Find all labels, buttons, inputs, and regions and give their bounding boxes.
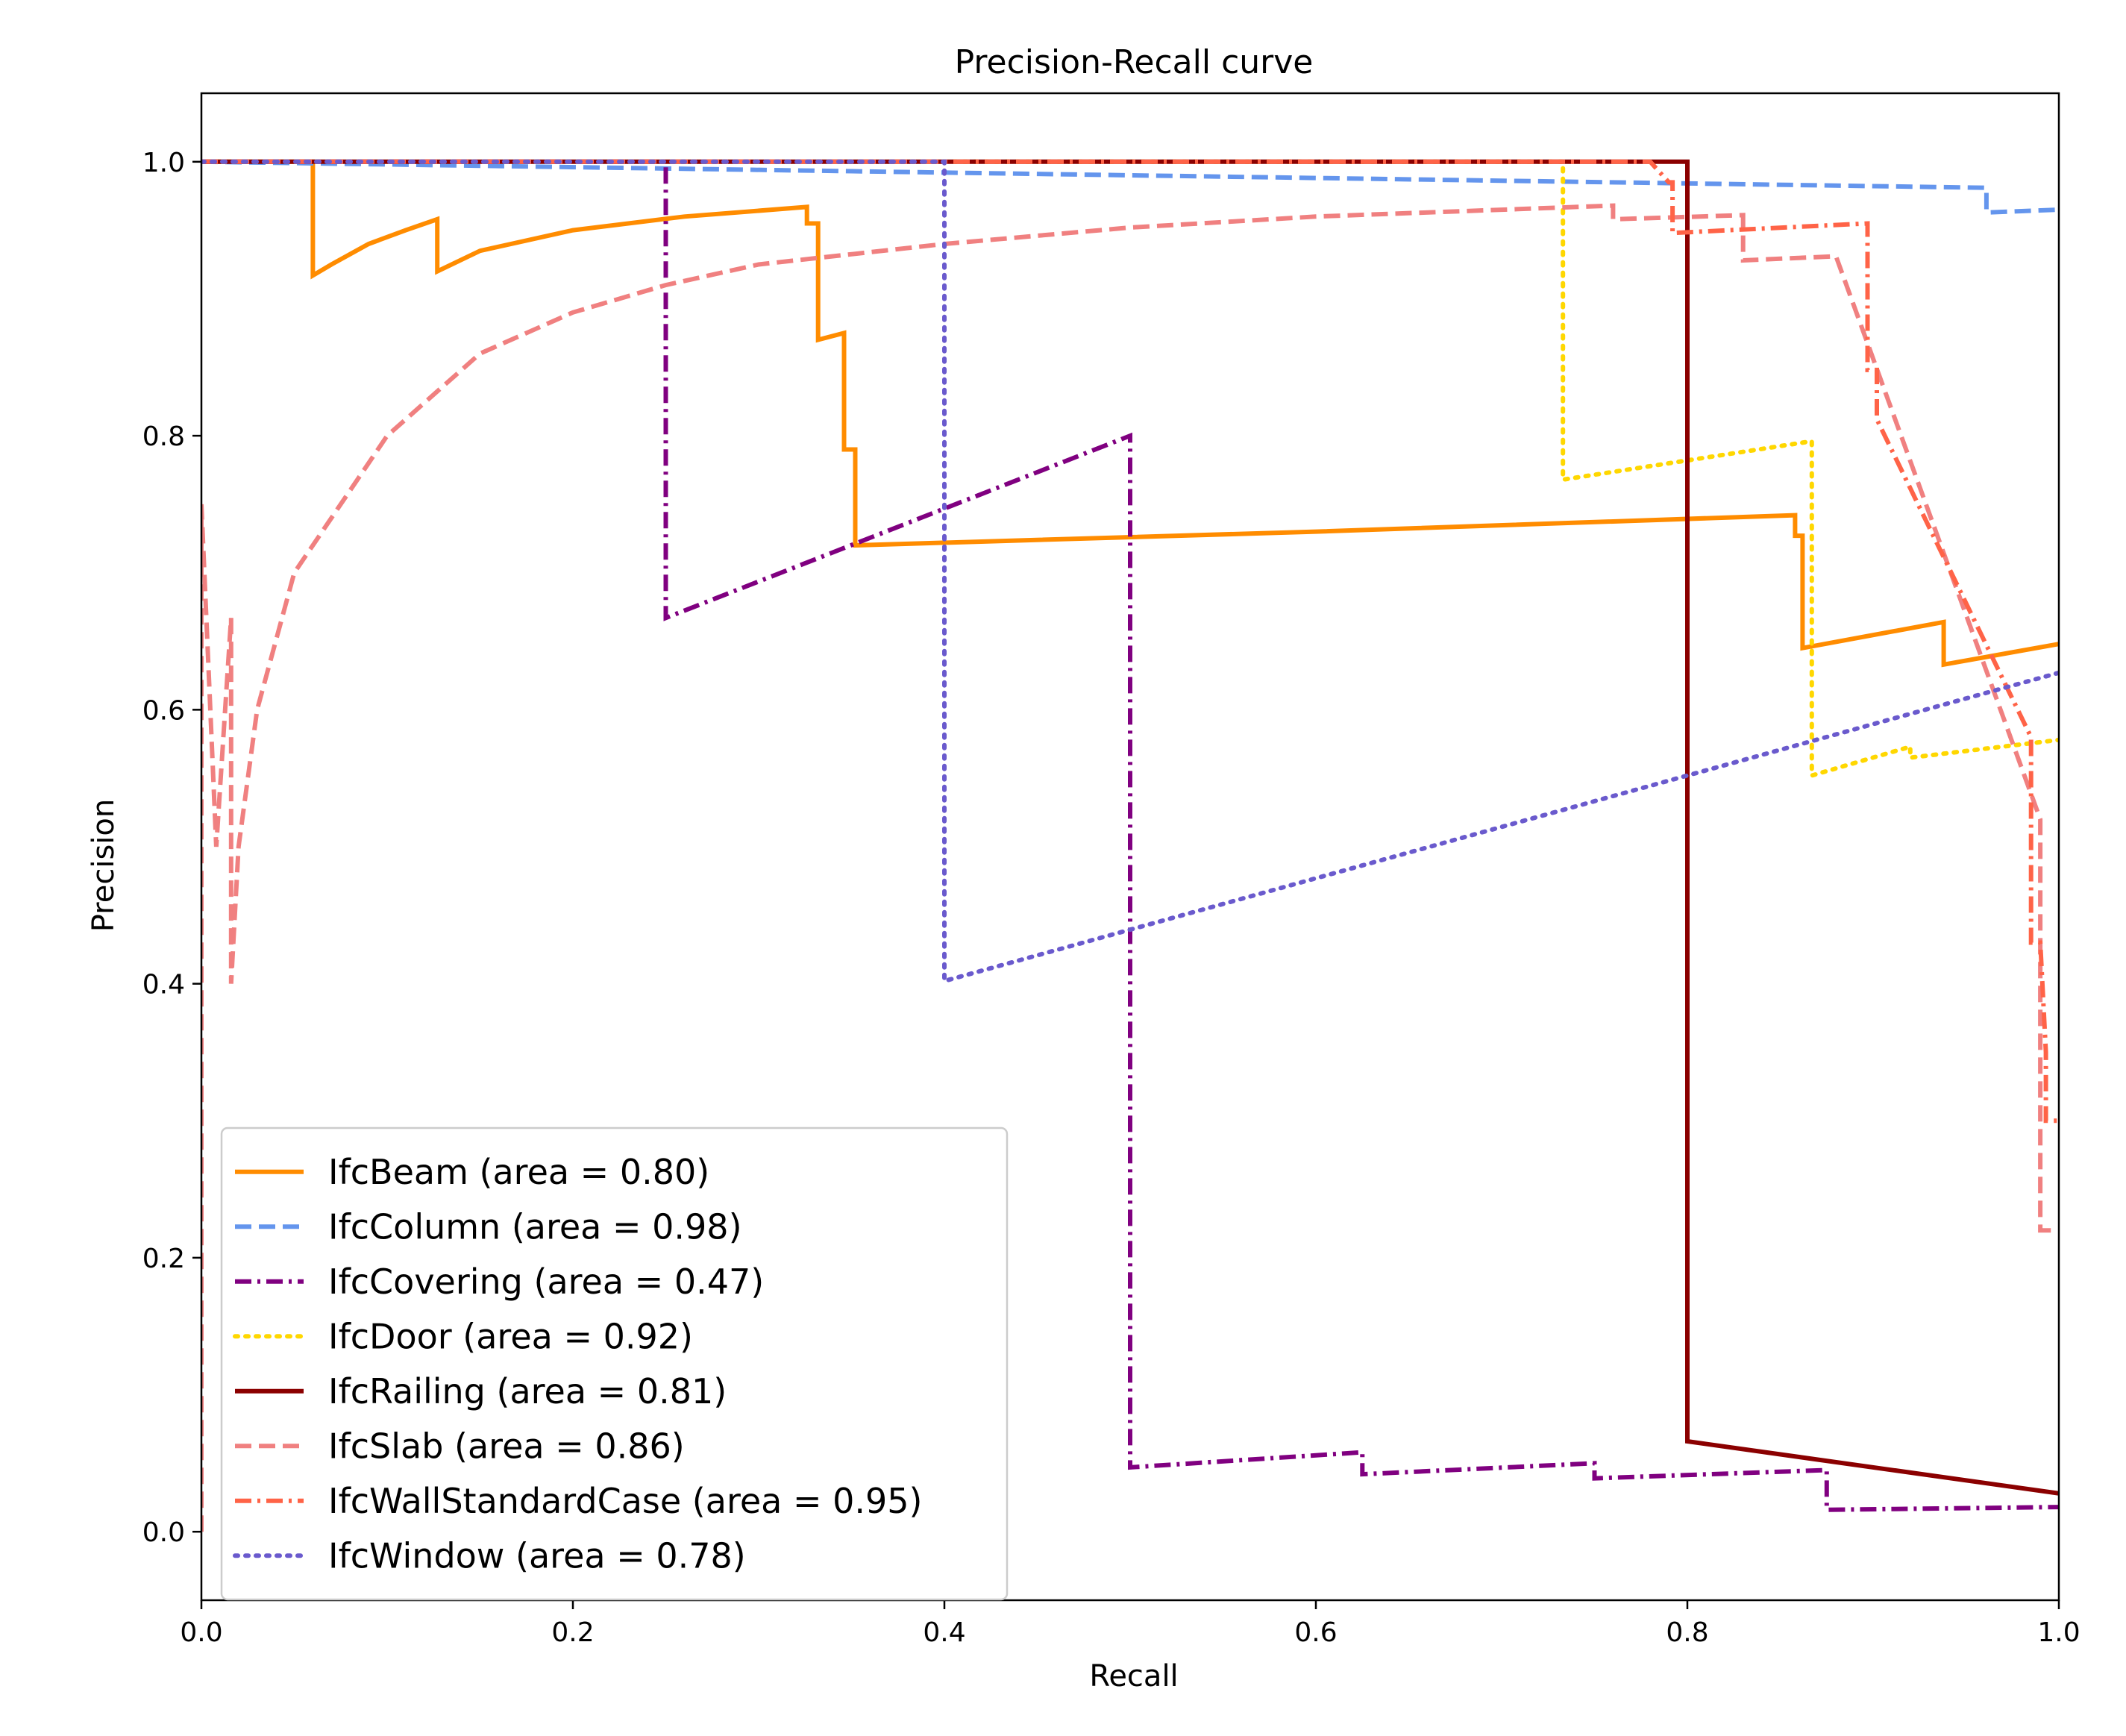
series-line-0 (201, 159, 2059, 668)
x-axis-label: Recall (1089, 1659, 1178, 1693)
legend-label: IfcWallStandardCase (area = 0.95) (328, 1481, 923, 1521)
chart-title: Precision-Recall curve (955, 43, 1314, 81)
plot-area (201, 159, 2059, 1532)
plot-frame (200, 92, 2060, 1602)
y-axis-label: Precision (87, 799, 121, 932)
x-tick-label: 0.4 (923, 1617, 965, 1648)
x-tick-label: 0.8 (1666, 1617, 1708, 1648)
legend-label: IfcCovering (area = 0.47) (328, 1262, 764, 1302)
y-tick-label: 0.4 (142, 970, 185, 1000)
legend-label: IfcColumn (area = 0.98) (328, 1206, 742, 1247)
series-line-2 (201, 159, 2059, 1512)
y-tick-label: 0.6 (142, 695, 185, 726)
series-line-6 (201, 159, 2059, 1124)
series-line-5 (201, 203, 2059, 1532)
y-tick-label: 0.0 (142, 1517, 185, 1548)
legend-box (220, 1126, 1009, 1601)
axes: 0.0 0.2 0.4 0.6 0.8 1.0 0.0 0.2 0.4 0.6 0.8 1.0 (142, 92, 2080, 1648)
series-line-3 (201, 159, 2059, 779)
x-tick-label: 0.6 (1294, 1617, 1337, 1648)
y-tick-label: 0.8 (142, 422, 185, 452)
y-tick-label: 0.2 (142, 1244, 185, 1274)
x-tick-label: 1.0 (2037, 1617, 2080, 1648)
series-line-1 (201, 159, 2059, 215)
legend: IfcBeam (area = 0.80) IfcColumn (area = 0… (220, 1126, 1009, 1601)
x-tick-label: 0.2 (551, 1617, 594, 1648)
y-tick-label: 1.0 (142, 148, 185, 178)
x-tick-label: 0.0 (180, 1617, 222, 1648)
legend-label: IfcRailing (area = 0.81) (328, 1371, 727, 1411)
legend-label: IfcBeam (area = 0.80) (328, 1152, 709, 1192)
series-line-7 (201, 159, 2059, 984)
legend-label: IfcWindow (area = 0.78) (328, 1535, 746, 1576)
legend-label: IfcSlab (area = 0.86) (328, 1426, 685, 1466)
legend-label: IfcDoor (area = 0.92) (328, 1316, 693, 1356)
